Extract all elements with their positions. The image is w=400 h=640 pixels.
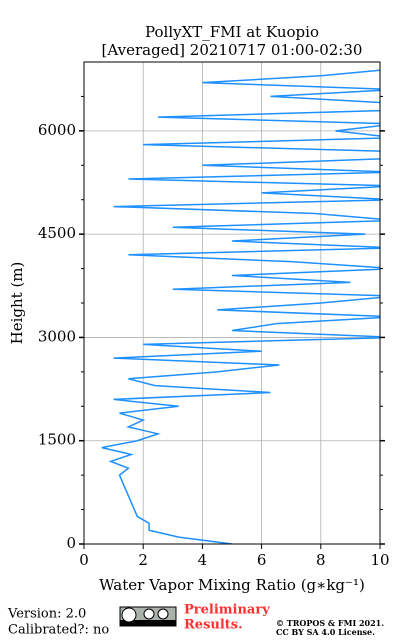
copyright: CC BY SA 4.0 License. (276, 627, 375, 637)
x-tick-label: 0 (79, 551, 89, 569)
plot-frame (83, 61, 381, 545)
x-tick-label: 4 (198, 551, 208, 569)
y-tick-label: 3000 (38, 327, 76, 345)
preliminary-note: Results. (184, 618, 243, 633)
chart-title: PollyXT_FMI at Kuopio (145, 23, 319, 41)
y-tick-label: 6000 (38, 121, 76, 139)
x-tick-label: 6 (257, 551, 267, 569)
y-tick-label: 4500 (38, 224, 76, 242)
chart-subtitle: [Averaged] 20210717 01:00-02:30 (102, 41, 363, 59)
profile-line (101, 69, 380, 544)
y-tick-label: 0 (66, 534, 76, 552)
license-logo (119, 606, 177, 627)
x-tick-label: 10 (370, 551, 389, 569)
x-tick-label: 2 (138, 551, 148, 569)
x-tick-label: 8 (316, 551, 326, 569)
version: Version: 2.0 (7, 607, 86, 622)
y-tick-label: 1500 (38, 431, 76, 449)
calibrated: Calibrated?: no (8, 623, 109, 638)
x-axis-label: Water Vapor Mixing Ratio (g∗kg⁻¹) (99, 576, 365, 594)
copyright: © TROPOS & FMI 2021. (276, 618, 384, 628)
preliminary-note: Preliminary (184, 603, 270, 618)
y-axis-label: Height (m) (8, 262, 26, 345)
